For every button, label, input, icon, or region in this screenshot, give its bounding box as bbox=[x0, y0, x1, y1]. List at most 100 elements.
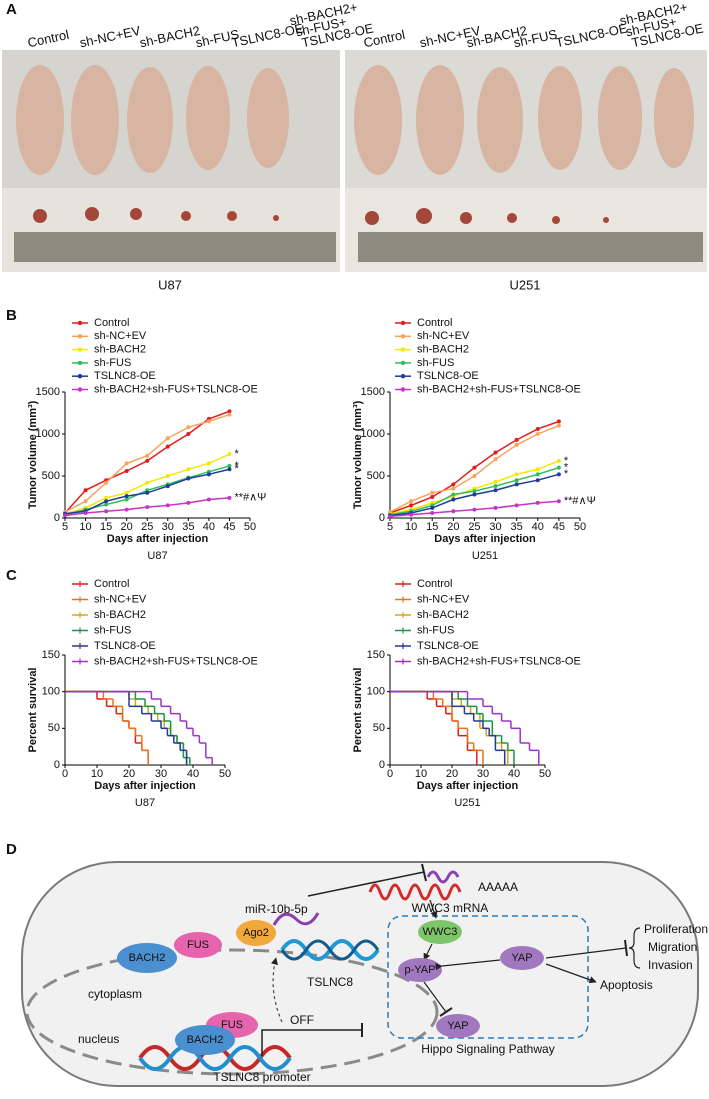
data-point bbox=[451, 509, 456, 514]
legend-marker bbox=[77, 387, 83, 392]
brace bbox=[628, 927, 641, 969]
legend-label: Control bbox=[417, 317, 452, 329]
bach2-label: BACH2 bbox=[187, 1034, 224, 1046]
ago2-node bbox=[236, 920, 276, 946]
data-point bbox=[535, 467, 540, 472]
legend-marker bbox=[400, 320, 406, 326]
arrow bbox=[435, 959, 501, 971]
data-point bbox=[514, 503, 519, 508]
cell-line: U87 bbox=[158, 277, 182, 292]
data-point bbox=[186, 432, 191, 436]
group-label: sh-BACH2 bbox=[138, 23, 201, 50]
data-point bbox=[83, 499, 88, 504]
pyap-node bbox=[398, 958, 442, 982]
x-tick-label: 35 bbox=[182, 521, 194, 533]
nucleus-label: nucleus bbox=[78, 1032, 119, 1046]
legend-marker bbox=[77, 334, 83, 339]
x-tick-label: 20 bbox=[121, 521, 133, 533]
inhibit-line bbox=[545, 947, 627, 959]
arrow bbox=[423, 943, 433, 961]
mirna-bound bbox=[272, 912, 320, 926]
data-point bbox=[145, 453, 150, 458]
data-point bbox=[556, 499, 561, 504]
significance-label: * bbox=[564, 455, 569, 467]
mrna-wave bbox=[368, 883, 462, 901]
dna-helix bbox=[138, 1045, 292, 1071]
panel-label: D bbox=[6, 841, 17, 858]
data-point bbox=[63, 513, 67, 518]
lncrna-label: TSLNC8 bbox=[307, 975, 353, 989]
data-point bbox=[472, 489, 477, 494]
apoptosis-label: Apoptosis bbox=[600, 978, 653, 992]
group-label: sh-NC+EV bbox=[78, 23, 142, 51]
data-point bbox=[535, 500, 540, 505]
data-point bbox=[409, 499, 414, 504]
data-point bbox=[227, 463, 232, 468]
legend-label: sh-FUS bbox=[94, 624, 131, 636]
inhibit-bar bbox=[624, 939, 628, 957]
x-tick-label: 5 bbox=[62, 521, 68, 533]
yap-node bbox=[500, 946, 544, 970]
y-tick-label: 0 bbox=[379, 512, 385, 524]
x-tick-label: 10 bbox=[91, 768, 103, 780]
legend-label: sh-BACH2+sh-FUS+TSLNC8-OE bbox=[417, 383, 581, 395]
data-point bbox=[104, 509, 109, 514]
data-point bbox=[514, 472, 519, 477]
chart-caption: U87 bbox=[135, 797, 155, 809]
x-tick-label: 50 bbox=[574, 521, 586, 533]
data-point bbox=[124, 497, 129, 502]
data-point bbox=[186, 467, 191, 472]
data-point bbox=[227, 409, 232, 414]
data-point bbox=[165, 503, 170, 508]
legend-label: sh-NC+EV bbox=[417, 593, 470, 605]
yap-label: YAP bbox=[511, 952, 532, 964]
bach2-label: BACH2 bbox=[129, 952, 166, 964]
legend-marker bbox=[400, 387, 406, 392]
outcome-label: Proliferation bbox=[644, 922, 708, 936]
off-label: OFF bbox=[290, 1013, 314, 1027]
x-tick-label: 50 bbox=[244, 521, 256, 533]
data-point bbox=[165, 474, 170, 478]
data-point bbox=[430, 490, 435, 495]
y-tick-label: 1500 bbox=[361, 386, 385, 398]
x-tick-label: 20 bbox=[447, 521, 459, 533]
legend-label: Control bbox=[417, 578, 452, 590]
wwc3-node bbox=[418, 920, 462, 944]
photo-left bbox=[2, 50, 340, 272]
x-tick-label: 30 bbox=[477, 768, 489, 780]
data-point bbox=[104, 502, 109, 507]
y-axis-title: Tumor volume (mm³) bbox=[27, 400, 39, 509]
data-point bbox=[206, 472, 211, 477]
x-tick-label: 30 bbox=[162, 521, 174, 533]
y-tick-label: 50 bbox=[373, 722, 385, 734]
y-tick-label: 1000 bbox=[361, 428, 385, 440]
y-tick-label: 0 bbox=[54, 512, 60, 524]
data-point bbox=[451, 486, 456, 491]
data-point bbox=[556, 423, 561, 428]
legend-label: sh-NC+EV bbox=[94, 330, 147, 342]
x-tick-label: 25 bbox=[468, 521, 480, 533]
y-tick-label: 100 bbox=[367, 686, 385, 698]
y-axis-title: Percent survival bbox=[352, 668, 364, 753]
x-tick-label: 35 bbox=[511, 521, 523, 533]
legend-label: sh-BACH2 bbox=[94, 344, 146, 356]
legend-label: sh-BACH2+sh-FUS+TSLNC8-OE bbox=[417, 655, 581, 667]
panel-label: B bbox=[6, 307, 17, 324]
data-point bbox=[514, 482, 519, 487]
data-point bbox=[430, 510, 435, 515]
photo-right bbox=[345, 50, 707, 272]
data-point bbox=[535, 472, 540, 477]
arrow bbox=[545, 963, 597, 984]
nucleus-outline bbox=[25, 948, 439, 1076]
data-point bbox=[124, 468, 129, 473]
legend-label: sh-FUS bbox=[417, 624, 454, 636]
legend-marker bbox=[400, 334, 406, 339]
x-axis-title: Days after injection bbox=[417, 780, 519, 792]
outcome-label: Migration bbox=[648, 940, 697, 954]
data-point bbox=[145, 490, 150, 495]
inhibit-line bbox=[307, 871, 425, 897]
x-axis-title: Days after injection bbox=[434, 533, 536, 545]
data-point bbox=[493, 457, 498, 462]
inhibit-line bbox=[423, 981, 447, 1013]
